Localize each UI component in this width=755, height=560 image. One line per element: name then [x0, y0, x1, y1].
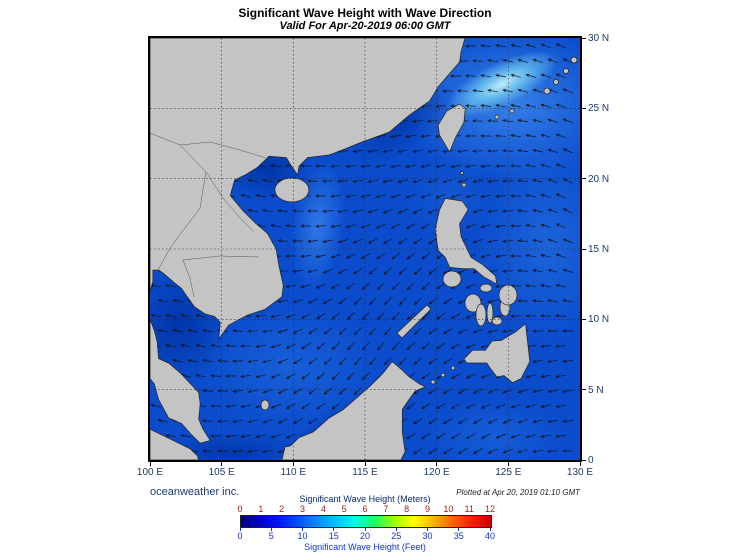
land-hainan — [274, 177, 310, 203]
lat-tick-mark — [582, 37, 586, 39]
lon-tick-mark — [221, 462, 223, 466]
lat-tick-label: 30 N — [588, 33, 610, 44]
colorbar-feet-number: 25 — [391, 531, 402, 541]
lon-tick-label: 130 E — [566, 467, 594, 478]
land-mindoro — [442, 270, 462, 288]
lon-tick-label: 100 E — [136, 467, 164, 478]
colorbar-gradient — [240, 515, 492, 528]
colorbar-feet-label: Significant Wave Height (Feet) — [304, 542, 426, 552]
lon-tick-mark — [364, 462, 366, 466]
land-mindanao — [463, 323, 531, 384]
land-sulu-island — [440, 372, 446, 378]
colorbar-meter-number: 0 — [237, 504, 243, 514]
colorbar-feet-tick-mark — [333, 528, 335, 531]
country-borders — [149, 132, 267, 298]
lat-tick-label: 20 N — [588, 173, 610, 185]
colorbar-feet-tick-mark — [302, 528, 303, 531]
land-negros — [475, 303, 487, 327]
lon-tick-label: 105 E — [208, 467, 235, 478]
lat-tick-mark — [582, 178, 586, 180]
colorbar-feet-tick-mark — [239, 528, 241, 531]
lat-tick-label: 0 — [588, 455, 594, 466]
credit-text: oceanweather inc. — [150, 486, 240, 498]
land-taiwan — [437, 103, 466, 153]
lat-tick-mark — [582, 248, 586, 250]
colorbar-meter-number: 4 — [320, 504, 326, 514]
land-babuyan — [461, 182, 467, 188]
lon-tick-label: 120 E — [423, 467, 450, 478]
land-masbate — [479, 283, 493, 293]
colorbar-meter-number: 10 — [443, 504, 454, 514]
colorbar-meter-number: 1 — [258, 504, 264, 514]
land-luzon — [434, 198, 498, 285]
colorbar-feet-number: 30 — [422, 531, 433, 541]
colorbar-meter-number: 11 — [464, 504, 474, 514]
land-palawan — [396, 304, 432, 339]
chart-title: Significant Wave Height with Wave Direct… — [238, 6, 492, 20]
lat-tick-label: 25 N — [588, 103, 610, 115]
land-ishigaki — [494, 114, 500, 120]
colorbar-feet-number: 5 — [268, 531, 274, 541]
lat-tick-label: 15 N — [588, 244, 610, 255]
colorbar-meter-number: 2 — [279, 504, 285, 514]
land-natuna — [260, 399, 270, 411]
lat-tick-mark — [582, 107, 586, 109]
lon-tick-label: 115 E — [352, 467, 378, 478]
land-ryukyu-island — [563, 68, 569, 74]
lon-tick-mark — [579, 462, 581, 466]
colorbar-meter-number: 9 — [424, 504, 430, 514]
lat-tick-label: 5 N — [588, 384, 604, 396]
colorbar-meter-number: 12 — [484, 504, 495, 514]
land-group — [149, 37, 578, 461]
land-cebu — [486, 302, 494, 324]
land-ryukyu-island — [543, 87, 551, 95]
colorbar-feet-tick-mark — [427, 528, 428, 531]
lon-tick-mark — [292, 462, 294, 466]
colorbar-feet-number: 40 — [484, 531, 495, 541]
land-bohol — [491, 316, 503, 326]
colorbar-feet-number: 20 — [359, 531, 370, 541]
lat-tick-mark — [582, 318, 586, 320]
colorbar-meter-number: 6 — [362, 504, 368, 514]
land-batan — [460, 171, 464, 175]
colorbar-meter-number: 8 — [404, 504, 410, 514]
lon-tick-mark — [149, 462, 151, 466]
colorbar-feet-tick-mark — [458, 528, 460, 531]
map-frame — [126, 23, 625, 475]
lat-tick-mark — [582, 459, 586, 461]
land-borneo — [281, 361, 426, 461]
colorbar-feet-number: 0 — [237, 531, 243, 541]
lat-tick-mark — [582, 389, 586, 391]
chart-subtitle: Valid For Apr-20-2019 06:00 GMT — [279, 20, 451, 32]
land-sulu-island — [430, 379, 436, 385]
colorbar-feet-tick-mark — [395, 528, 397, 531]
land-miyako — [509, 108, 515, 114]
colorbar-meter-number: 3 — [299, 504, 305, 514]
colorbar-feet-tick-mark — [270, 528, 272, 531]
land-ryukyu-island — [553, 79, 559, 85]
land-sulu-island — [450, 365, 456, 371]
colorbar-meter-number: 7 — [383, 504, 389, 514]
land-ryukyu-island — [570, 56, 578, 64]
colorbar-meters-label: Significant Wave Height (Meters) — [299, 494, 431, 504]
colorbar-feet-tick-mark — [489, 528, 491, 531]
colorbar-feet-number: 35 — [453, 531, 464, 541]
colorbar-meter-number: 5 — [341, 504, 347, 514]
lat-tick-label: 10 N — [588, 314, 610, 326]
colorbar-feet-number: 10 — [297, 531, 308, 541]
land-mainland-asia — [149, 37, 466, 340]
lon-tick-mark — [507, 462, 509, 466]
lon-tick-label: 110 E — [280, 467, 307, 478]
lon-tick-label: 125 E — [495, 467, 522, 478]
land-malay-peninsula — [149, 318, 211, 444]
map-canvas — [126, 23, 625, 475]
colorbar-feet-tick-mark — [364, 528, 366, 531]
colorbar-feet-number: 15 — [328, 531, 339, 541]
plotted-note: Plotted at Apr 20, 2019 01:10 GMT — [456, 488, 580, 497]
lon-tick-mark — [436, 462, 438, 466]
